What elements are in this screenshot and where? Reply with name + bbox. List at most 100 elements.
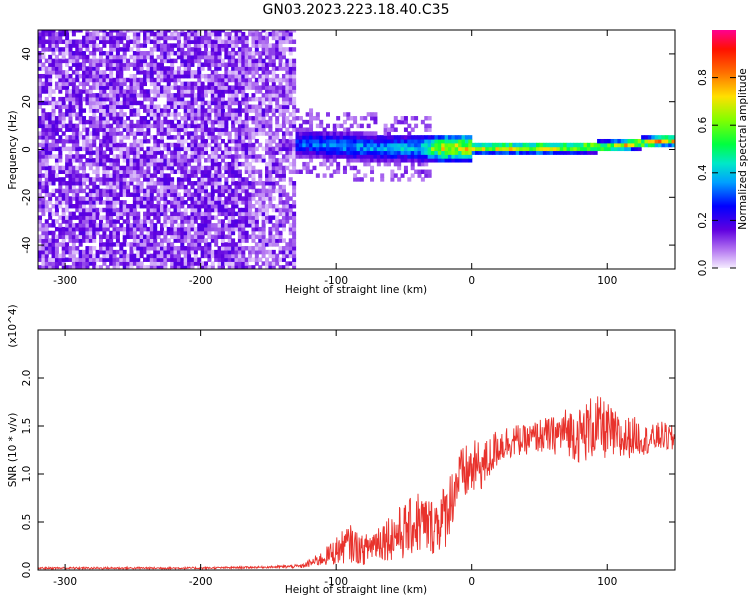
heatmap-cell [71,246,76,251]
heatmap-cell [559,142,564,148]
heatmap-cell [536,146,541,152]
heatmap-cell [105,62,110,67]
heatmap-cell [281,100,286,106]
heatmap-cell [129,62,134,67]
heatmap-cell [159,43,164,48]
heatmap-cell [136,66,141,71]
heatmap-cell [71,238,76,243]
heatmap-cell [41,30,46,33]
heatmap-cell [244,39,249,44]
heatmap-cell [295,116,300,121]
heatmap-cell [193,135,198,140]
heatmap-cell [200,35,205,41]
heatmap-cell [275,142,280,148]
heatmap-cell [166,100,171,106]
heatmap-cell [176,184,181,190]
heatmap-cell [92,54,97,60]
heatmap-cell [58,104,63,109]
heatmap-cell [153,238,158,243]
heatmap-cell [75,138,80,144]
heatmap-cell [241,85,246,90]
heatmap-cell [139,219,144,224]
heatmap-cell [85,39,90,44]
heatmap-cell [187,249,192,255]
heatmap-cell [254,62,259,67]
heatmap-cell [48,54,53,60]
heatmap-cell [241,58,246,64]
heatmap-cell [166,58,171,64]
heatmap-cell [170,265,175,269]
heatmap-cell [261,39,266,44]
heatmap-cell [102,215,107,220]
heatmap-cell [312,135,317,140]
heatmap-cell [82,142,87,148]
heatmap-cell [319,146,324,152]
heatmap-cell [88,249,93,255]
heatmap-cell [132,43,137,48]
heatmap-cell [126,261,131,266]
heatmap-cell [153,123,158,129]
heatmap-cell [292,238,297,243]
heatmap-cell [183,215,188,220]
heatmap-cell [220,100,225,106]
heatmap-cell [227,31,232,37]
heatmap-cell [109,257,114,262]
heatmap-cell [210,73,215,79]
heatmap-cell [214,93,219,98]
heatmap-cell [298,154,303,159]
heatmap-cell [78,116,83,121]
heatmap-cell [217,246,222,251]
heatmap-cell [139,238,144,243]
heatmap-cell [68,96,73,102]
heatmap-cell [61,58,66,64]
heatmap-cell [48,39,53,44]
heatmap-cell [166,89,171,94]
heatmap-cell [522,150,527,155]
heatmap-cell [227,154,232,159]
heatmap-cell [407,177,412,182]
heatmap-cell [207,54,212,60]
heatmap-cell [288,203,293,209]
heatmap-cell [278,158,283,163]
heatmap-cell [190,184,195,190]
heatmap-cell [109,207,114,213]
heatmap-cell [244,93,249,98]
heatmap-cell [190,100,195,106]
heatmap-cell [68,77,73,83]
heatmap-cell [170,85,175,90]
heatmap-cell [275,85,280,90]
heatmap-cell [193,154,198,159]
heatmap-cell [271,234,276,240]
heatmap-cell [149,108,154,113]
heatmap-cell [427,158,432,163]
heatmap-cell [231,96,236,102]
heatmap-cell [207,31,212,37]
heatmap-cell [146,93,151,98]
heatmap-cell [71,89,76,94]
heatmap-cell [112,54,117,60]
heatmap-cell [231,47,236,52]
heatmap-cell [65,219,70,224]
heatmap-cell [78,184,83,190]
heatmap-cell [251,108,256,113]
heatmap-cell [163,234,168,240]
heatmap-cell [590,146,595,152]
heatmap-cell [281,200,286,205]
heatmap-cell [393,154,398,159]
heatmap-cell [44,135,49,140]
heatmap-cell [427,123,432,129]
heatmap-cell [159,207,164,213]
heatmap-cell [170,66,175,71]
heatmap-cell [231,223,236,228]
heatmap-cell [641,135,646,140]
heatmap-cell [265,177,270,182]
heatmap-cell [251,131,256,136]
heatmap-cell [129,73,134,79]
heatmap-cell [115,230,120,236]
heatmap-cell [153,146,158,152]
heatmap-cell [197,81,202,87]
heatmap-cell [75,127,80,132]
heatmap-cell [193,43,198,48]
heatmap-cell [159,135,164,140]
heatmap-cell [163,58,168,64]
